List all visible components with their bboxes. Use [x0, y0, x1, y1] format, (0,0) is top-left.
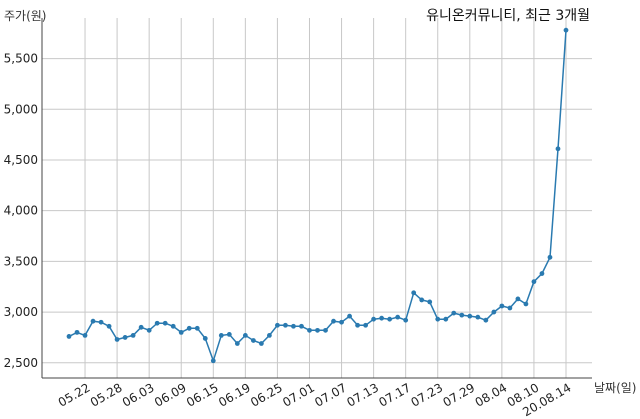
price-point	[331, 318, 336, 324]
y-tick-label: 3,500	[4, 254, 38, 268]
price-point	[82, 333, 88, 338]
price-point	[531, 279, 537, 285]
y-tick-label: 3,000	[4, 305, 38, 319]
price-point	[403, 317, 409, 323]
x-tick-labels: 05.2205.2806.0306.0906.1506.1906.2507.01…	[56, 380, 574, 419]
price-point	[451, 310, 457, 316]
price-point	[387, 316, 393, 322]
price-point	[323, 327, 328, 333]
price-point	[90, 318, 96, 324]
x-tick-label: 07.17	[376, 380, 413, 409]
price-point	[339, 319, 344, 325]
axes	[41, 18, 592, 379]
price-point	[427, 299, 433, 305]
price-point	[547, 254, 553, 260]
price-point	[467, 313, 473, 319]
price-point	[363, 322, 368, 328]
y-tick-label: 5,000	[4, 102, 38, 116]
price-series	[66, 27, 569, 364]
price-point	[194, 325, 200, 331]
price-point	[499, 303, 505, 309]
price-point	[178, 329, 184, 335]
price-point	[98, 319, 104, 325]
price-point	[66, 334, 72, 339]
x-tick-label: 07.23	[408, 380, 445, 409]
price-point	[138, 324, 144, 330]
price-point	[291, 323, 296, 329]
price-point	[226, 331, 232, 337]
chart-title: 유니온커뮤니티, 최근 3개월	[426, 8, 590, 24]
price-point	[146, 327, 152, 333]
price-point	[170, 323, 176, 329]
price-point	[130, 333, 136, 338]
x-tick-label: 07.07	[312, 380, 349, 409]
price-point	[162, 320, 168, 326]
y-tick-labels: 2,500 3,000 3,500 4,000 4,500 5,000 5,500	[4, 52, 38, 370]
price-point	[395, 314, 401, 320]
price-point	[483, 317, 489, 323]
price-point	[515, 296, 521, 302]
price-point	[234, 341, 240, 346]
price-point	[539, 271, 545, 276]
price-point	[114, 337, 120, 342]
price-point	[315, 327, 320, 333]
price-point	[563, 27, 569, 33]
price-point	[411, 290, 417, 296]
x-tick-label: 05.28	[88, 380, 125, 409]
y-tick-label: 4,500	[4, 153, 38, 167]
price-point	[347, 313, 352, 319]
x-tick-label: 05.22	[56, 380, 93, 409]
price-point	[379, 315, 385, 321]
price-point	[218, 333, 224, 338]
price-point	[459, 312, 465, 318]
price-point	[555, 146, 561, 152]
x-tick-label: 06.03	[120, 380, 157, 409]
y-axis-label: 주가(원)	[4, 9, 46, 23]
price-point	[275, 322, 280, 328]
price-point	[122, 335, 128, 340]
price-point	[507, 305, 513, 311]
x-tick-label: 07.29	[441, 380, 478, 409]
price-point	[74, 329, 80, 335]
x-tick-label: 06.15	[184, 380, 221, 409]
x-tick-label: 06.19	[216, 380, 253, 409]
price-point	[475, 314, 481, 320]
price-point	[299, 323, 304, 329]
price-point	[283, 322, 288, 328]
x-tick-label: 07.01	[280, 380, 317, 409]
grid-lines	[42, 18, 592, 378]
price-point	[523, 301, 529, 307]
x-tick-label: 06.09	[152, 380, 189, 409]
y-tick-label: 2,500	[4, 356, 38, 370]
price-point	[242, 333, 248, 338]
x-axis-label: 날짜(일)	[594, 381, 636, 395]
price-line	[68, 30, 567, 364]
price-point	[355, 322, 360, 328]
y-tick-label: 5,500	[4, 52, 38, 66]
price-point	[371, 316, 377, 322]
price-point	[106, 323, 112, 329]
price-point	[307, 327, 312, 333]
x-tick-label: 08.04	[473, 380, 510, 409]
price-point	[210, 358, 216, 364]
x-tick-label: 06.25	[248, 380, 285, 409]
price-point	[491, 309, 497, 315]
price-point	[267, 333, 272, 338]
price-point	[258, 341, 264, 346]
price-point	[250, 338, 256, 343]
price-point	[154, 320, 160, 326]
price-point	[443, 316, 449, 322]
price-point	[186, 325, 192, 331]
y-tick-label: 4,000	[4, 204, 38, 218]
price-point	[435, 316, 441, 322]
price-point	[419, 297, 425, 303]
x-tick-label: 07.13	[344, 380, 381, 409]
price-point	[202, 336, 208, 341]
